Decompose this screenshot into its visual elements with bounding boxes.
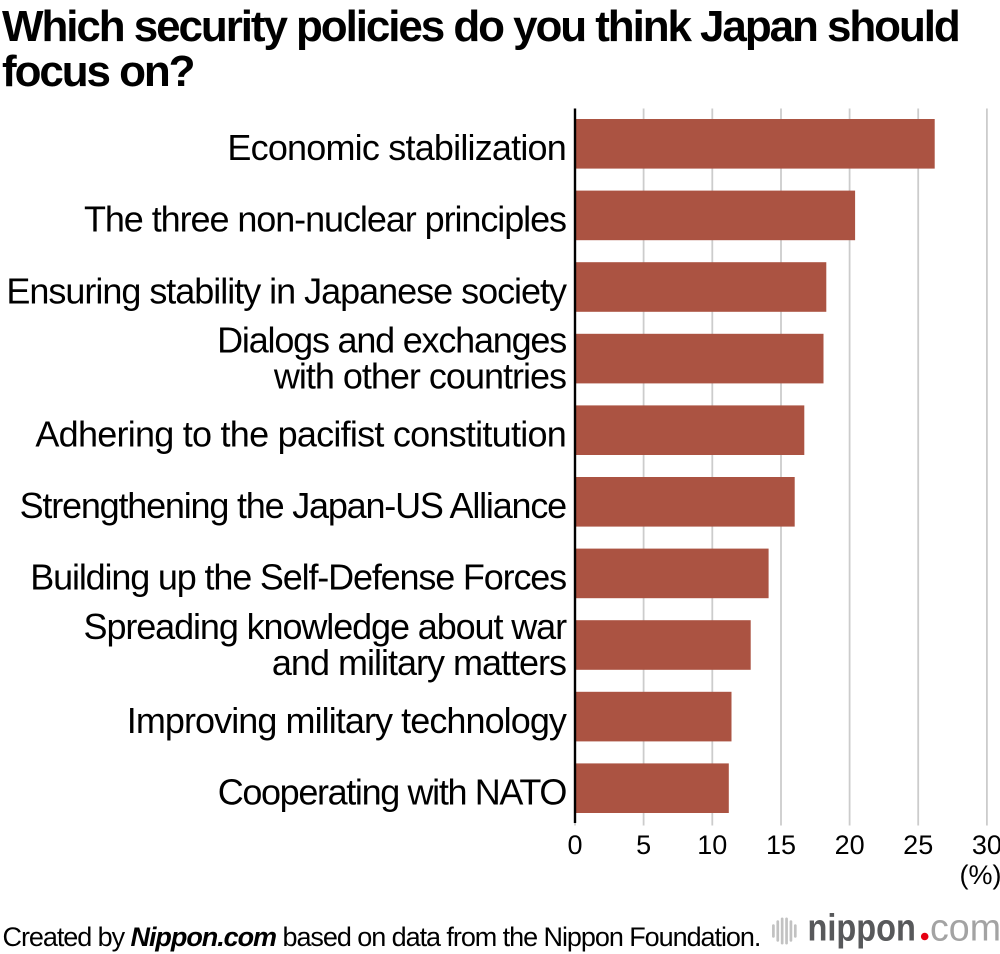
svg-text:Cooperating with NATO: Cooperating with NATO: [218, 772, 567, 813]
svg-text:Created by Nippon.com based on: Created by Nippon.com based on data from…: [3, 922, 761, 952]
svg-text:Spreading knowledge about war: Spreading knowledge about war: [84, 606, 568, 647]
svg-text:Economic stabilization: Economic stabilization: [227, 127, 566, 168]
svg-text:30: 30: [972, 830, 1000, 860]
svg-text:com: com: [930, 908, 1000, 950]
svg-text:The three non-nuclear principl: The three non-nuclear principles: [84, 199, 566, 240]
svg-text:20: 20: [835, 830, 865, 860]
svg-text:15: 15: [766, 830, 796, 860]
svg-text:(%): (%): [960, 860, 1000, 890]
svg-text:5: 5: [636, 830, 651, 860]
svg-text:25: 25: [903, 830, 933, 860]
svg-text:Dialogs and exchanges: Dialogs and exchanges: [217, 320, 566, 361]
svg-text:Strengthening the Japan-US All: Strengthening the Japan-US Alliance: [20, 485, 567, 526]
svg-text:Improving military technology: Improving military technology: [127, 700, 567, 741]
svg-text:with other countries: with other countries: [273, 355, 566, 396]
svg-text:Ensuring stability in Japanese: Ensuring stability in Japanese society: [6, 270, 567, 311]
svg-text:nippon: nippon: [808, 908, 916, 950]
svg-text:focus on?: focus on?: [2, 47, 194, 96]
svg-text:Which security policies do you: Which security policies do you think Jap…: [2, 2, 959, 51]
svg-text:Building up the Self-Defense F: Building up the Self-Defense Forces: [30, 557, 566, 598]
svg-text:Adhering to the pacifist const: Adhering to the pacifist constitution: [35, 414, 566, 455]
svg-text:10: 10: [697, 830, 727, 860]
svg-text:and military matters: and military matters: [272, 642, 566, 683]
svg-text:0: 0: [567, 830, 582, 860]
